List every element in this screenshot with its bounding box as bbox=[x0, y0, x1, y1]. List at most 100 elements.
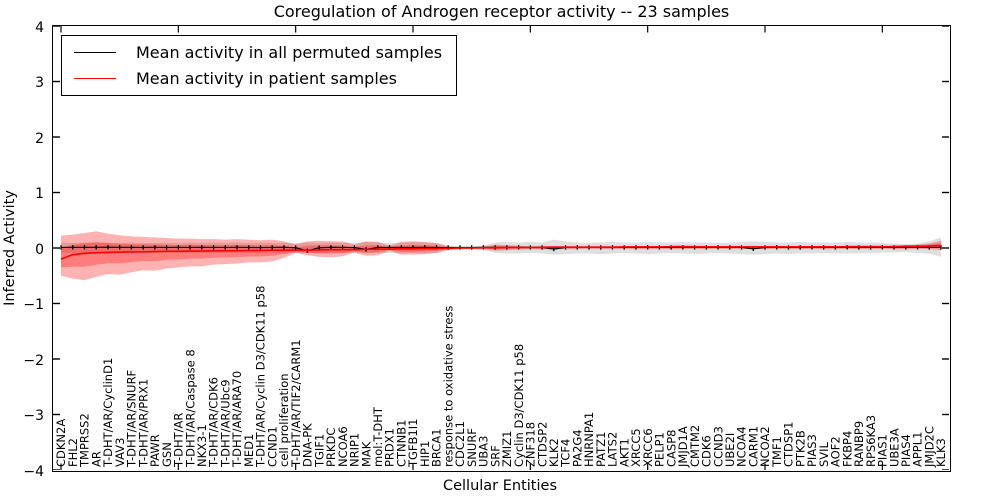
x-tick-label: SVIL bbox=[817, 441, 831, 467]
x-tick-label: CCND1 bbox=[265, 426, 279, 467]
x-tick-label: UBE2I bbox=[723, 433, 737, 467]
legend-item-permuted: Mean activity in all permuted samples bbox=[74, 43, 442, 62]
x-tick-label: PA2G4 bbox=[570, 429, 584, 467]
x-tick-label: XRCC5 bbox=[629, 428, 643, 467]
x-tick-label: PATZ1 bbox=[594, 432, 608, 467]
x-tick-label: NKX3-1 bbox=[195, 424, 209, 467]
y-tick-label: 4 bbox=[35, 19, 44, 36]
x-tick-label: PAWR bbox=[148, 434, 162, 467]
chart-title: Coregulation of Androgen receptor activi… bbox=[273, 2, 730, 21]
x-tick-label: VAV3 bbox=[113, 438, 127, 467]
x-tick-label: CDC2L1 bbox=[453, 421, 467, 467]
legend-label-permuted: Mean activity in all permuted samples bbox=[136, 43, 443, 62]
x-tick-label: RPS6KA3 bbox=[864, 415, 878, 467]
y-tick-label: −1 bbox=[23, 297, 44, 314]
x-tick-label: TGIF1 bbox=[312, 434, 326, 468]
y-tick-label: −2 bbox=[23, 352, 44, 369]
x-tick-label: CTDSP1 bbox=[782, 422, 796, 467]
x-tick-label: HNRNPA1 bbox=[582, 412, 596, 467]
x-tick-label: CARM1 bbox=[746, 426, 760, 467]
x-tick-label: CCND3 bbox=[711, 426, 725, 467]
chart-svg: CDKN2AFHL2TMPRSS2ART-DHT/AR/CyclinD1VAV3… bbox=[53, 26, 949, 470]
x-tick-label: TMPRSS2 bbox=[78, 413, 92, 468]
x-tick-label: MAK bbox=[359, 441, 373, 467]
legend: Mean activity in all permuted samples Me… bbox=[61, 35, 458, 96]
x-tick-label: cell proliferation bbox=[277, 373, 291, 467]
y-tick-label: −3 bbox=[23, 408, 44, 425]
x-tick-label: TGFB1I1 bbox=[406, 419, 420, 468]
x-tick-label: PRKDC bbox=[324, 428, 338, 467]
x-tick-label: T-DHT/AR/PRX1 bbox=[136, 379, 150, 468]
y-tick-label: 2 bbox=[35, 130, 44, 147]
x-axis-label: Cellular Entities bbox=[442, 478, 558, 494]
x-tick-label: JMJD2C bbox=[922, 426, 936, 468]
x-tick-label: T-DHT/AR bbox=[172, 413, 186, 468]
patient-mean-line bbox=[60, 244, 942, 260]
x-tick-label: PTK2B bbox=[793, 430, 807, 467]
x-tick-label: NCOA6 bbox=[336, 426, 350, 467]
x-tick-label: SNURF bbox=[465, 428, 479, 467]
x-tick-label: TMF1 bbox=[770, 436, 784, 468]
x-tick-label: T-DHT/AR/SNURF bbox=[125, 370, 139, 468]
patient-band-outer bbox=[61, 231, 941, 281]
x-tick-label: KLK2 bbox=[547, 438, 561, 467]
x-tick-label: T-DHT/AR/CDK6 bbox=[207, 377, 221, 468]
x-tick-label: AR bbox=[89, 451, 103, 467]
x-tick-label: APPL1 bbox=[911, 432, 925, 467]
x-tick-label: TCF4 bbox=[559, 439, 573, 468]
x-tick-label: NCOA4 bbox=[735, 426, 749, 467]
x-tick-label: response to oxidative stress bbox=[441, 306, 455, 467]
x-tick-label: SRF bbox=[488, 445, 502, 467]
x-tick-label: FKBP4 bbox=[840, 431, 854, 467]
x-tick-label: LATS2 bbox=[606, 432, 620, 467]
x-tick-label: XRCC6 bbox=[641, 428, 655, 467]
y-tick-label: −4 bbox=[23, 463, 44, 480]
x-tick-label: PRDX1 bbox=[383, 428, 397, 467]
x-tick-label: MED1 bbox=[242, 434, 256, 467]
x-tick-label: CTNNB1 bbox=[394, 420, 408, 467]
x-tick-label: KLK3 bbox=[934, 438, 948, 467]
x-tick-label: UBE3A bbox=[887, 428, 901, 467]
x-tick-label: UBA3 bbox=[477, 436, 491, 468]
x-tick-label: BRCA1 bbox=[430, 428, 444, 467]
x-tick-label: PIAS1 bbox=[876, 434, 890, 467]
x-tick-label: PIAS3 bbox=[805, 434, 819, 467]
x-tick-label: CASP8 bbox=[664, 430, 678, 467]
x-tick-label: mol:T-DHT bbox=[371, 406, 385, 467]
x-tick-label: ZMIZ1 bbox=[500, 431, 514, 467]
legend-label-patient: Mean activity in patient samples bbox=[136, 69, 397, 88]
x-tick-label: CDK6 bbox=[700, 435, 714, 467]
x-tick-label: Cyclin D3/CDK11 p58 bbox=[512, 344, 526, 467]
x-tick-label: GSN bbox=[160, 442, 174, 467]
patient-line-sample bbox=[74, 78, 116, 79]
y-tick-label: 0 bbox=[35, 241, 44, 258]
x-tick-label: T-DHT/AR/Ubc9 bbox=[218, 379, 232, 468]
x-tick-label: T-DHT/AR/ARA70 bbox=[230, 371, 244, 468]
x-tick-label: CTDSP2 bbox=[535, 422, 549, 467]
x-tick-label: CDKN2A bbox=[54, 419, 68, 467]
permuted-line-sample bbox=[74, 52, 116, 53]
x-tick-label: PIAS4 bbox=[899, 434, 913, 467]
patient-band-inner bbox=[61, 242, 941, 268]
x-tick-label: T-DHT/AR/TIF2/CARM1 bbox=[289, 339, 303, 468]
x-tick-label: ZNF318 bbox=[524, 422, 538, 467]
x-tick-label: AKT1 bbox=[617, 438, 631, 467]
y-tick-label: 3 bbox=[35, 75, 44, 92]
x-tick-label: RANBP9 bbox=[852, 421, 866, 467]
x-tick-label: PELP1 bbox=[653, 432, 667, 467]
x-tick-label: NCOA2 bbox=[758, 426, 772, 467]
x-tick-label: T-DHT/AR/Cyclin D3/CDK11 p58 bbox=[254, 286, 268, 468]
x-tick-label: CMTM2 bbox=[688, 425, 702, 467]
x-tick-label: T-DHT/AR/Caspase 8 bbox=[183, 349, 197, 468]
legend-item-patient: Mean activity in patient samples bbox=[74, 69, 442, 88]
x-tick-label: AOF2 bbox=[829, 436, 843, 467]
x-tick-label: NRIP1 bbox=[348, 433, 362, 467]
y-tick-label: 1 bbox=[35, 186, 44, 203]
x-tick-label: FHL2 bbox=[66, 438, 80, 467]
x-tick-label: HIP1 bbox=[418, 441, 432, 467]
x-tick-label: JMJD1A bbox=[676, 426, 690, 468]
plot-area: CDKN2A FHL2 TMPRSS2 AR T-DHT/AR/CyclinD1 VAV3… bbox=[52, 25, 951, 472]
x-tick-label: T-DHT/AR/CyclinD1 bbox=[101, 358, 115, 468]
x-tick-label: DNA-PK bbox=[301, 423, 315, 467]
